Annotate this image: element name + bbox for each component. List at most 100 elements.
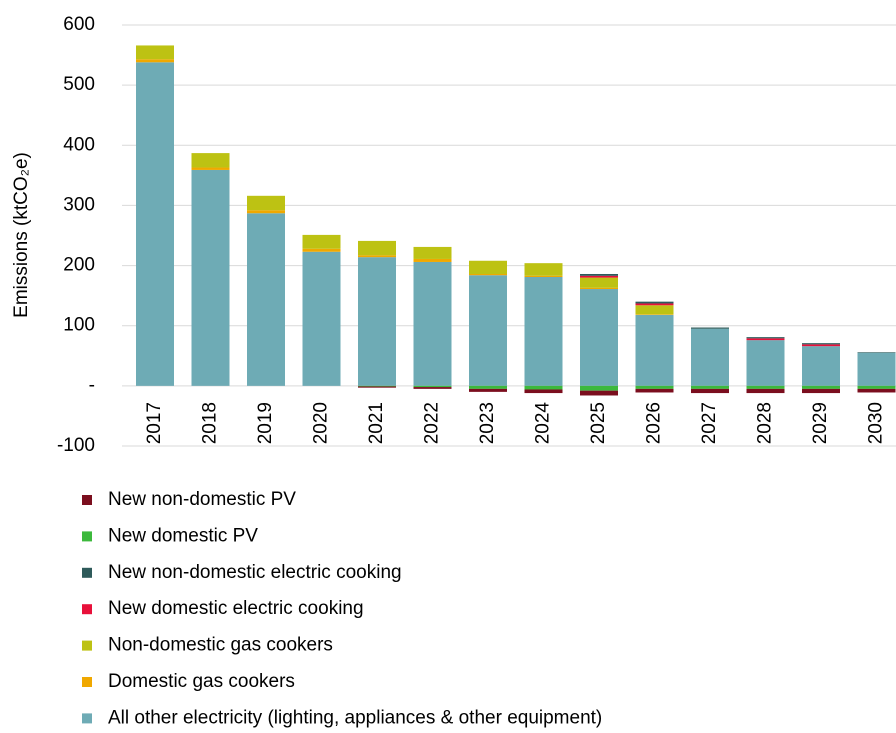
bar-segment <box>136 45 174 60</box>
bar-segment <box>191 153 230 168</box>
bar-segment <box>635 388 674 393</box>
legend-swatch <box>82 567 92 578</box>
legend-swatch <box>82 495 92 505</box>
bar-segment <box>524 276 563 386</box>
x-tick-label: 2023 <box>477 402 498 444</box>
bar-segment <box>524 275 563 277</box>
bar-segment <box>635 303 674 306</box>
x-tick-label: 2019 <box>255 402 276 444</box>
bar-segment <box>469 385 507 389</box>
bar-segment <box>358 255 396 258</box>
bar-segment <box>191 169 230 386</box>
x-tick-label: 2018 <box>200 402 221 444</box>
legend-swatch <box>82 713 92 724</box>
bar-segment <box>524 389 563 394</box>
bar-segment <box>302 251 341 386</box>
bar-segment <box>524 263 563 276</box>
bar-segment <box>413 258 452 262</box>
y-tick-label: 300 <box>63 194 95 215</box>
bar-segment <box>691 328 729 386</box>
x-tick-label: 2029 <box>810 402 831 444</box>
legend-label: New non-domestic PV <box>108 489 296 510</box>
legend-swatch <box>82 531 92 542</box>
legend-swatch <box>82 677 92 687</box>
bar-segment <box>358 386 396 388</box>
x-tick-label: 2020 <box>311 402 332 444</box>
bar-segment <box>691 327 729 329</box>
bar-segment <box>413 246 452 259</box>
bar-segment <box>635 314 674 315</box>
y-tick-label: 500 <box>63 74 95 95</box>
y-axis-title: Emissions (ktCO₂e) <box>11 152 32 318</box>
bar-segment <box>580 287 618 290</box>
y-tick-label: 400 <box>63 134 95 155</box>
bar-segment <box>524 385 563 390</box>
y-tick-label: 200 <box>63 255 95 276</box>
bar-segment <box>469 388 507 392</box>
legend-label: Non-domestic gas cookers <box>108 635 333 656</box>
bar-segment <box>413 261 452 386</box>
x-tick-label: 2030 <box>866 402 887 444</box>
x-tick-label: 2017 <box>144 402 165 444</box>
bar-segment <box>802 385 840 389</box>
bar-segment <box>191 167 230 170</box>
y-tick-label: - <box>89 375 95 396</box>
legend-swatch <box>82 604 92 615</box>
legend-swatch <box>82 640 92 651</box>
bar-segment <box>802 343 840 345</box>
bar-segment <box>746 337 785 339</box>
x-tick-label: 2025 <box>588 402 609 444</box>
bar-segment <box>136 62 174 386</box>
bar-segment <box>857 352 896 353</box>
bar-segment <box>469 275 507 386</box>
bar-segment <box>635 314 674 386</box>
bar-segment <box>247 210 285 214</box>
bar-segment <box>580 277 618 288</box>
bar-segment <box>580 275 618 278</box>
bar-segment <box>358 385 396 387</box>
bar-segment <box>413 387 452 389</box>
x-tick-label: 2028 <box>755 402 776 444</box>
bar-segment <box>358 240 396 256</box>
x-tick-label: 2022 <box>422 402 443 444</box>
bar-segment <box>746 388 785 394</box>
bar-segment <box>580 289 618 386</box>
bar-segment <box>247 213 285 386</box>
bar-segment <box>802 388 840 394</box>
bar-segment <box>469 273 507 276</box>
y-tick-label: -100 <box>57 435 95 456</box>
bar-segment <box>469 260 507 274</box>
legend-label: New domestic PV <box>108 525 258 546</box>
bar-segment <box>136 59 174 63</box>
bar-segment <box>358 257 396 386</box>
legend-label: All other electricity (lighting, applian… <box>108 707 602 728</box>
legend-label: New domestic electric cooking <box>108 598 364 619</box>
x-tick-label: 2021 <box>366 402 387 444</box>
bar-segment <box>857 388 896 393</box>
y-tick-label: 100 <box>63 315 95 336</box>
bar-segment <box>746 385 785 389</box>
bar-segment <box>691 385 729 389</box>
y-tick-label: 600 <box>63 14 95 35</box>
bar-segment <box>302 234 341 249</box>
x-tick-label: 2026 <box>644 402 665 444</box>
legend-label: New non-domestic electric cooking <box>108 562 402 583</box>
bar-segment <box>857 352 896 386</box>
bar-segment <box>413 385 452 388</box>
bar-segment <box>580 273 618 276</box>
x-tick-label: 2024 <box>533 402 554 445</box>
bar-segment <box>302 248 341 252</box>
x-tick-label: 2027 <box>699 402 720 444</box>
legend-label: Domestic gas cookers <box>108 671 295 692</box>
bar-segment <box>802 344 840 347</box>
bar-segment <box>802 346 840 386</box>
bar-segment <box>635 305 674 315</box>
bar-segment <box>857 385 896 389</box>
bar-segment <box>635 385 674 389</box>
bar-segment <box>247 195 285 211</box>
bar-segment <box>746 338 785 341</box>
bar-segment <box>746 340 785 386</box>
bar-segment <box>635 301 674 304</box>
bar-segment <box>580 385 618 391</box>
